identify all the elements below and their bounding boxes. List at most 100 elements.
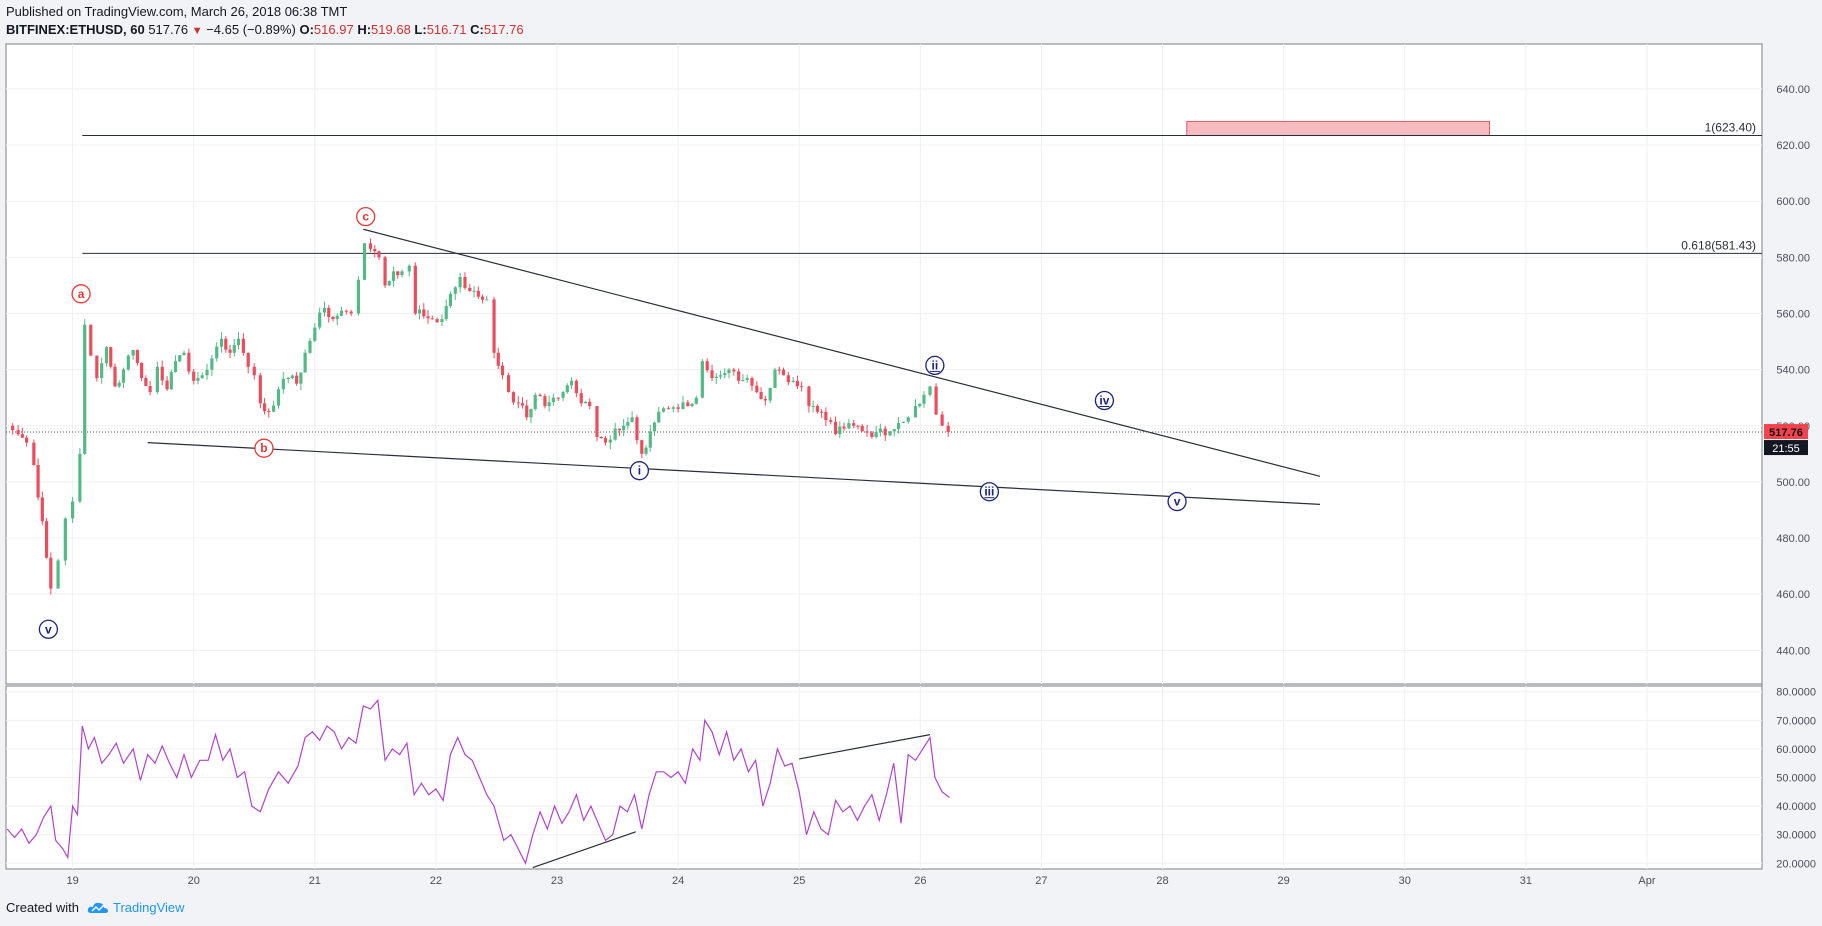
candle-body [295,375,299,384]
candle-body [173,361,178,373]
candle-body [303,352,307,373]
candle-body [480,296,485,300]
price-tick-label: 500.00 [1776,477,1810,489]
fib-level-label: 1(623.40) [1705,121,1756,135]
tradingview-logo[interactable]: TradingView [87,900,185,915]
candle-body [135,349,139,363]
candle-body [126,355,130,370]
candle-body [525,405,529,418]
candle-body [32,442,36,466]
fib-level-label: 0.618(581.43) [1681,238,1756,252]
candle-body [368,243,373,249]
wave-label-text: b [260,441,267,455]
candle-body [236,338,241,346]
candle-body [913,406,918,418]
candle-body [83,324,87,454]
candle-body [533,394,537,410]
candle-body [640,440,644,454]
candle-body [215,346,219,359]
price-tick-label: 480.00 [1776,533,1810,545]
rsi-trendline [532,831,636,869]
wave-label-i: i [629,461,650,481]
candle-body [583,401,588,404]
candle-body [671,407,675,409]
candle-body [892,429,896,432]
x-tick-label: 19 [66,875,78,887]
rsi-tick-label: 60.0000 [1776,744,1816,756]
candle-body [800,386,804,388]
candle-body [24,437,29,443]
candle-body [630,417,634,423]
candle-body [737,371,741,381]
candle-body [694,397,698,404]
candle-body [318,312,322,328]
candle-body [113,366,117,387]
candle-body [276,389,281,406]
candle-body [824,411,828,421]
low-value: 516.71 [426,22,467,37]
candle-body [718,375,723,377]
candle-body [847,423,851,429]
x-tick-label: 26 [914,875,926,887]
footer: Created with TradingView [6,900,185,915]
symbol-name[interactable]: BITFINEX:ETHUSD, 60 [6,22,145,37]
x-tick-label: 21 [309,875,321,887]
candle-body [228,349,232,353]
candle-body [313,327,317,341]
candle-body [63,518,67,561]
last-price-marker [1764,424,1808,440]
candle-body [444,305,448,320]
candle-body [413,265,417,314]
x-tick-label: Apr [1638,875,1655,887]
last-price-marker-text: 517.76 [1769,427,1803,439]
candle-body [258,375,262,404]
candle-body [781,369,786,376]
x-tick-label: 28 [1156,875,1168,887]
candle-body [422,309,426,317]
candle-body [232,345,236,353]
candle-body [543,396,547,407]
candle-body [89,324,93,356]
candle-body [865,431,869,433]
candle-body [644,447,648,454]
candle-body [723,373,727,376]
candle-body [705,361,709,371]
wave-label-circle [979,482,1000,502]
candle-body [681,402,685,409]
candle-body [786,375,790,383]
candle-body [622,425,626,431]
high-label: H: [357,22,372,37]
high-value: 519.68 [371,22,411,37]
candle-body [732,369,736,372]
wave-label-text: c [362,210,369,224]
candle-body [192,371,196,381]
close-label: C: [470,22,484,37]
candle-body [888,431,892,436]
candle-body [934,386,938,415]
candle-body [210,358,214,370]
wave-label-v: v [38,619,59,639]
price-tick-label: 540.00 [1776,365,1810,377]
candle-body [476,290,480,297]
countdown-text: 21:55 [1772,443,1800,455]
candle-body [759,392,763,399]
candle-body [829,420,833,422]
candle-body [856,425,860,427]
candle-body [155,366,159,393]
wave-label-text: v [1174,495,1181,509]
candle-body [807,386,811,407]
candle-body [556,397,560,399]
candle-body [874,432,878,437]
candle-body [290,375,295,379]
candle-body [579,393,583,404]
candle-body [496,352,500,366]
candle-body [745,378,749,380]
candle-body [299,372,303,384]
candle-body [791,380,795,383]
price-tick-label: 640.00 [1776,84,1810,96]
candle-body [896,422,901,430]
candle-body [281,378,285,390]
x-tick-label: 24 [672,875,684,887]
x-tick-label: 23 [551,875,563,887]
